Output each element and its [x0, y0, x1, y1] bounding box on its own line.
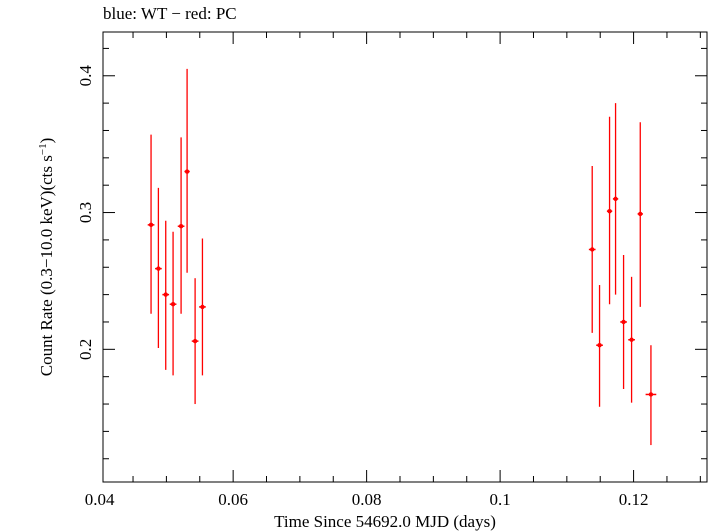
data-point — [184, 68, 190, 273]
y-tick-label: 0.4 — [76, 65, 95, 87]
data-marker — [621, 319, 626, 325]
data-point — [162, 220, 170, 370]
axis-ticks — [103, 32, 707, 482]
data-point — [645, 345, 657, 446]
data-marker — [192, 338, 198, 344]
data-point — [155, 187, 162, 348]
data-marker — [648, 392, 654, 397]
data-point — [191, 278, 199, 405]
data-marker — [156, 266, 161, 271]
data-marker — [597, 343, 602, 348]
plot-frame — [102, 31, 708, 483]
y-axis-label: Count Rate (0.3−10.0 keV)(cts s−1) — [37, 138, 56, 377]
y-axis-label-main: Count Rate (0.3−10.0 keV)(cts s — [37, 155, 56, 376]
x-tick-label: 0.04 — [85, 490, 115, 509]
y-tick-label: 0.3 — [76, 202, 95, 223]
data-marker — [629, 337, 634, 342]
data-marker — [607, 208, 612, 214]
data-point — [177, 137, 185, 314]
data-marker — [178, 224, 184, 229]
data-marker — [200, 304, 205, 310]
y-axis-label-superscript: −1 — [37, 143, 49, 155]
data-point — [199, 238, 206, 376]
data-point — [588, 166, 596, 333]
data-point — [612, 103, 619, 295]
data-point — [628, 276, 635, 403]
data-marker — [590, 247, 595, 252]
x-axis-label: Time Since 54692.0 MJD (days) — [274, 512, 496, 531]
data-points — [147, 68, 657, 446]
data-marker — [148, 222, 154, 228]
x-tick-label: 0.12 — [619, 490, 649, 509]
data-marker — [184, 169, 190, 174]
chart-title: blue: WT − red: PC — [103, 4, 237, 23]
x-tick-labels: 0.04 0.06 0.08 0.1 0.12 — [85, 490, 649, 509]
x-tick-label: 0.06 — [218, 490, 248, 509]
data-point — [606, 116, 613, 305]
data-point — [147, 134, 155, 314]
data-point — [637, 122, 643, 307]
data-marker — [613, 196, 618, 202]
data-point — [169, 231, 177, 376]
x-tick-label: 0.08 — [352, 490, 382, 509]
data-marker — [170, 301, 176, 307]
data-point — [620, 254, 627, 389]
y-tick-label: 0.2 — [76, 339, 95, 360]
y-axis-label-end: ) — [37, 138, 56, 144]
data-marker — [163, 292, 168, 297]
x-tick-label: 0.1 — [489, 490, 510, 509]
y-tick-labels: 0.2 0.3 0.4 — [76, 65, 95, 360]
data-marker — [638, 211, 643, 217]
data-point — [596, 285, 603, 407]
